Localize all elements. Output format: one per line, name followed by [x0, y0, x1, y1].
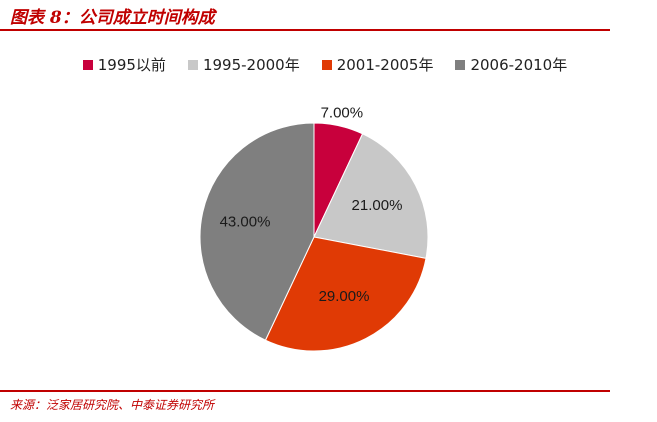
slice-label: 43.00%: [220, 214, 271, 231]
chart-title: 图表 8：公司成立时间构成: [10, 8, 215, 28]
top-rule: [0, 29, 610, 31]
legend-label: 2001-2005年: [336, 56, 434, 74]
legend-label: 1995-2000年: [202, 56, 300, 74]
legend-label: 1995以前: [97, 56, 166, 74]
source-note: 来源：泛家居研究院、中泰证券研究所: [10, 398, 215, 412]
legend-swatch: [455, 59, 466, 70]
pie-slice: [264, 236, 427, 352]
legend-item: 2006-2010年: [455, 54, 567, 75]
slice-label: 7.00%: [321, 104, 364, 121]
legend-item: 2001-2005年: [321, 54, 434, 75]
pie-slice: [313, 133, 429, 259]
legend-item: 1995-2000年: [187, 54, 300, 75]
slice-label: 21.00%: [352, 197, 403, 214]
slice-label: 29.00%: [319, 288, 370, 305]
legend-swatch: [321, 59, 332, 70]
legend: 1995以前 1995-2000年 2001-2005年 2006-2010年: [0, 54, 650, 75]
pie-slice: [199, 122, 315, 341]
legend-swatch: [82, 59, 93, 70]
legend-item: 1995以前: [82, 54, 166, 75]
bottom-rule: [0, 390, 610, 392]
legend-swatch: [187, 59, 198, 70]
legend-label: 2006-2010年: [470, 56, 568, 74]
